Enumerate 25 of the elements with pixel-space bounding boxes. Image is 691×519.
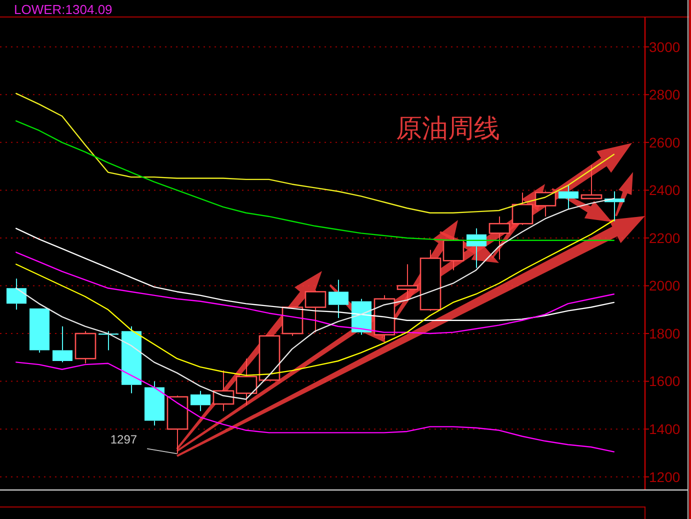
y-tick-label: 2200 <box>649 230 680 246</box>
y-tick-label: 2600 <box>649 134 680 150</box>
y-tick-label: 3000 <box>649 38 680 55</box>
y-tick-label: 2800 <box>649 86 680 103</box>
y-tick-label: 1400 <box>649 420 680 437</box>
line-series <box>15 252 615 334</box>
candlestick <box>190 390 210 412</box>
y-tick-label: 2000 <box>649 278 680 294</box>
y-tick-label: 1600 <box>649 373 680 390</box>
line-series <box>15 228 615 321</box>
candlestick <box>558 184 578 210</box>
candlestick <box>466 228 486 268</box>
candlestick <box>328 279 348 318</box>
candlestick <box>396 264 418 302</box>
candlestick <box>236 358 258 406</box>
y-tick-label: 1800 <box>649 325 680 342</box>
text: 原油周线 <box>396 114 500 144</box>
annotation: LOWER:1304.09 <box>14 2 112 17</box>
candlestick <box>6 278 27 310</box>
line-series <box>15 362 615 452</box>
y-tick-label: 1200 <box>649 468 680 485</box>
y-tick-label: 2400 <box>649 182 680 198</box>
candlestick <box>212 370 234 412</box>
candlestick <box>488 216 510 260</box>
annotation: 1297 <box>110 432 138 447</box>
